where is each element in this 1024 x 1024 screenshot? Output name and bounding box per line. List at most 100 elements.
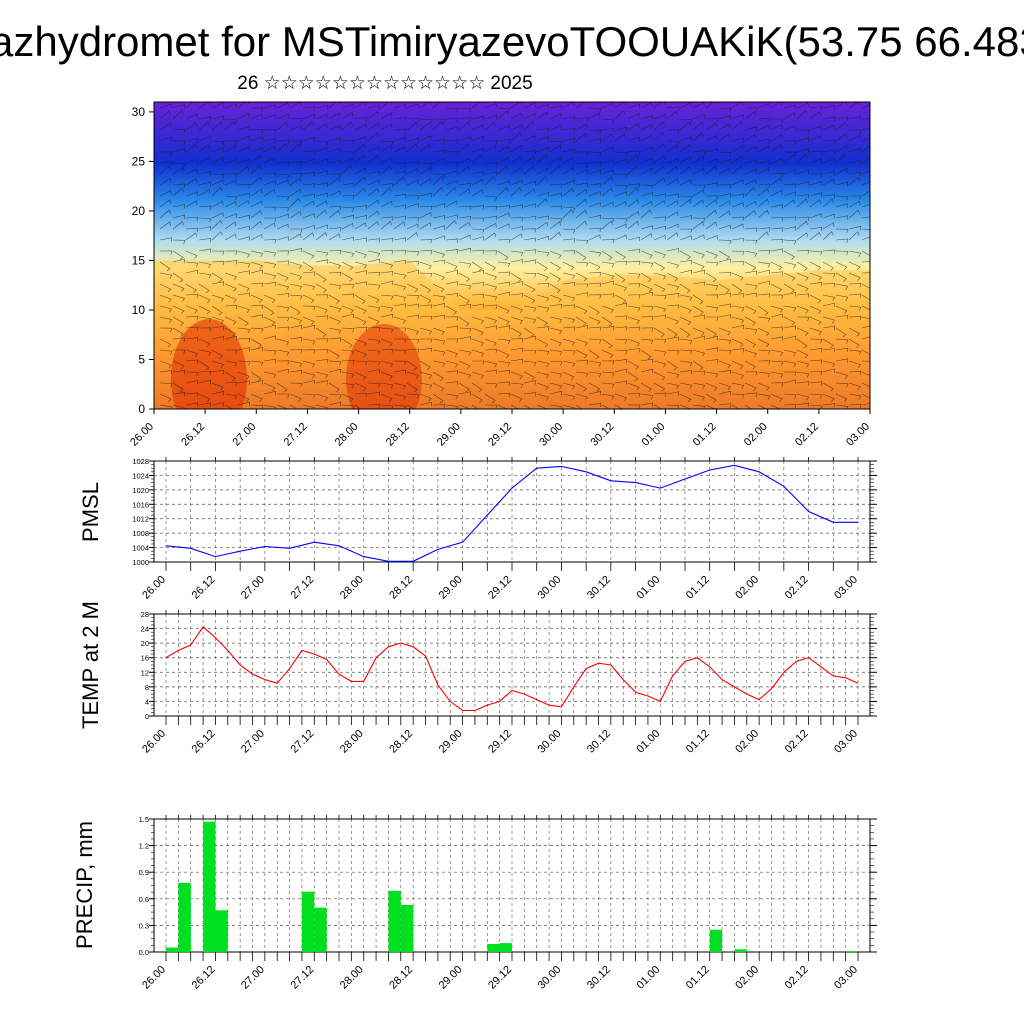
precip-bar bbox=[301, 891, 315, 952]
y-tick-label: 0 bbox=[138, 402, 145, 416]
x-tick-label: 30.00 bbox=[536, 964, 564, 992]
y-tick-label: 1000 bbox=[132, 558, 149, 567]
x-tick-label: 01.00 bbox=[640, 421, 668, 449]
x-tick-label: 01.12 bbox=[684, 964, 712, 992]
cross-section-panel: 0 5 10 15 20 25 30 26.00 26.12 27.00 27.12 28.00 28.… bbox=[128, 101, 872, 449]
x-tick-label: 26.00 bbox=[128, 421, 156, 449]
y-tick-label: 0 bbox=[145, 712, 149, 721]
x-tick-label: 28.12 bbox=[387, 728, 415, 756]
x-tick-label: 28.00 bbox=[338, 574, 366, 602]
x-tick-label: 01.12 bbox=[691, 421, 719, 449]
x-tick-label: 29.12 bbox=[486, 421, 514, 449]
precip-bar bbox=[215, 910, 228, 952]
y-axis-label: TEMP at 2 M bbox=[78, 601, 103, 729]
y-tick-label: 1028 bbox=[132, 457, 149, 466]
precip-bar bbox=[845, 951, 858, 952]
y-tick-label: 0.6 bbox=[139, 895, 149, 904]
x-tick-label: 26.00 bbox=[140, 964, 168, 992]
x-tick-label: 26.12 bbox=[190, 574, 218, 602]
y-tick-label: 16 bbox=[141, 654, 149, 663]
x-tick-label: 03.00 bbox=[844, 421, 872, 449]
x-tick-label: 28.12 bbox=[384, 421, 412, 449]
y-tick-label: 1.2 bbox=[139, 842, 149, 851]
x-tick-label: 01.12 bbox=[684, 574, 712, 602]
precip-bar bbox=[734, 949, 747, 952]
y-tick-label: 0.9 bbox=[139, 868, 149, 877]
x-tick-label: 28.00 bbox=[333, 421, 361, 449]
precip-bar bbox=[166, 947, 179, 952]
precip-bar bbox=[709, 929, 723, 952]
x-tick-label: 28.12 bbox=[387, 964, 415, 992]
x-tick-label: 30.00 bbox=[536, 728, 564, 756]
precip-bar bbox=[178, 882, 191, 952]
y-tick-label: 10 bbox=[132, 303, 146, 317]
precip-bar bbox=[499, 943, 512, 952]
x-tick-label: 02.12 bbox=[783, 574, 811, 602]
x-tick-label: 30.00 bbox=[537, 421, 565, 449]
precip-bar bbox=[203, 821, 216, 952]
x-tick-label: 02.00 bbox=[733, 728, 761, 756]
y-tick-label: 20 bbox=[132, 204, 146, 218]
x-tick-label: 02.12 bbox=[783, 728, 811, 756]
y-axis-label: PMSL bbox=[78, 482, 103, 542]
y-tick-label: 12 bbox=[141, 668, 149, 677]
pmsl-series-line bbox=[165, 464, 858, 562]
x-tick-label: 29.00 bbox=[435, 421, 463, 449]
x-tick-label: 27.00 bbox=[239, 728, 267, 756]
x-tick-label: 30.12 bbox=[585, 574, 613, 602]
y-tick-label: 4 bbox=[145, 697, 149, 706]
y-tick-label: 1004 bbox=[132, 544, 149, 553]
x-tick-label: 29.12 bbox=[486, 964, 514, 992]
y-tick-label: 8 bbox=[145, 683, 149, 692]
y-axis-label: PRECIP, mm bbox=[72, 821, 97, 949]
y-tick-label: 15 bbox=[132, 253, 146, 267]
x-tick-label: 28.12 bbox=[387, 574, 415, 602]
x-tick-label: 26.00 bbox=[140, 574, 168, 602]
x-tick-label: 27.00 bbox=[239, 964, 267, 992]
y-tick-label: 25 bbox=[132, 154, 146, 168]
x-tick-label: 01.00 bbox=[634, 574, 662, 602]
x-tick-label: 29.00 bbox=[437, 964, 465, 992]
x-tick-label: 29.00 bbox=[437, 574, 465, 602]
x-tick-label: 01.00 bbox=[634, 728, 662, 756]
x-tick-label: 27.12 bbox=[288, 574, 316, 602]
y-tick-label: 24 bbox=[141, 625, 149, 634]
precip-panel: 0.0 0.3 0.6 0.9 1.2 1.5 PRECIP, mm 26.00 26.12 27… bbox=[72, 815, 877, 992]
y-tick-label: 1008 bbox=[132, 529, 149, 538]
x-tick-label: 02.00 bbox=[733, 964, 761, 992]
x-tick-label: 02.00 bbox=[742, 421, 770, 449]
x-tick-label: 27.00 bbox=[239, 574, 267, 602]
x-tick-label: 01.00 bbox=[634, 964, 662, 992]
x-tick-label: 28.00 bbox=[338, 728, 366, 756]
y-tick-label: 5 bbox=[138, 352, 145, 366]
x-tick-label: 30.12 bbox=[585, 728, 613, 756]
x-tick-label: 02.12 bbox=[783, 964, 811, 992]
y-tick-label: 1016 bbox=[132, 500, 149, 509]
x-tick-label: 26.12 bbox=[190, 964, 218, 992]
chart-subtitle: 26 ☆☆☆☆☆☆☆☆☆☆☆☆☆ 2025 bbox=[237, 73, 533, 94]
temperature-series-line bbox=[165, 625, 859, 712]
precip-bar bbox=[314, 907, 327, 952]
y-tick-label: 1024 bbox=[132, 471, 149, 480]
y-tick-label: 0.0 bbox=[139, 948, 149, 957]
precip-bar bbox=[400, 905, 414, 952]
x-tick-label: 26.00 bbox=[140, 728, 168, 756]
y-tick-label: 0.3 bbox=[139, 921, 149, 930]
x-tick-label: 30.12 bbox=[588, 421, 616, 449]
precip-bar bbox=[388, 890, 401, 952]
temperature-panel: 0 4 8 12 16 20 24 28 TEMP at 2 M 26.00 26.12 27.00 2… bbox=[78, 601, 877, 756]
y-tick-label: 1012 bbox=[132, 515, 149, 524]
y-tick-label: 20 bbox=[141, 639, 149, 648]
x-tick-label: 27.12 bbox=[288, 964, 316, 992]
y-tick-label: 1020 bbox=[132, 486, 149, 495]
chart-title: azhydromet for MSTimiryazevoTOOUAKiK(53.… bbox=[0, 18, 1024, 65]
y-tick-label: 28 bbox=[141, 610, 149, 619]
x-tick-label: 27.12 bbox=[282, 421, 310, 449]
x-tick-label: 02.12 bbox=[793, 421, 821, 449]
x-tick-label: 03.00 bbox=[832, 728, 860, 756]
y-tick-label: 30 bbox=[132, 105, 146, 119]
precip-bar bbox=[487, 944, 500, 952]
x-tick-label: 26.12 bbox=[190, 728, 218, 756]
x-tick-label: 30.12 bbox=[585, 964, 613, 992]
x-tick-label: 29.12 bbox=[486, 574, 514, 602]
